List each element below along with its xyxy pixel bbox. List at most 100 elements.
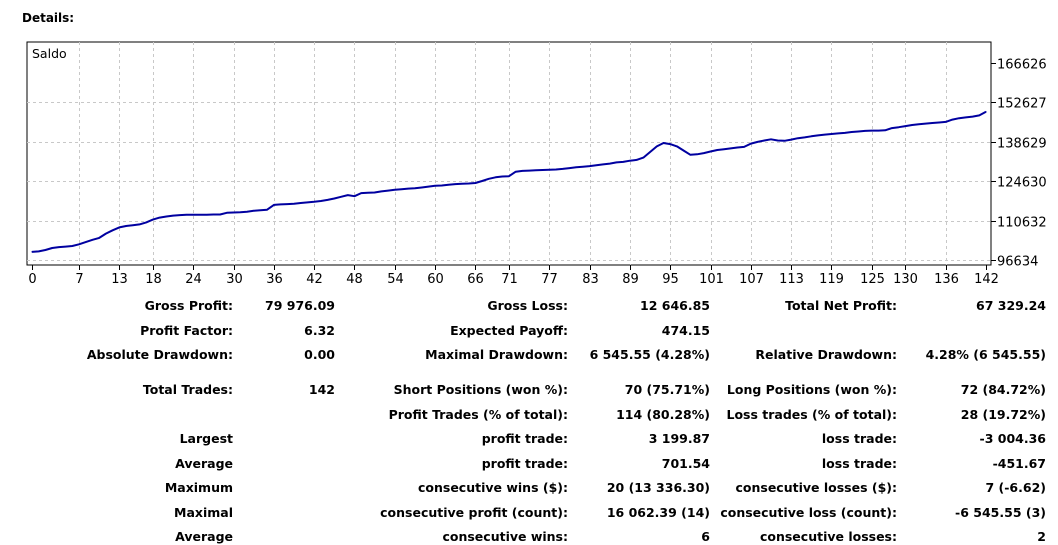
long-positions-label: Long Positions (won %): xyxy=(726,382,897,397)
balance-point xyxy=(38,250,40,252)
x-tick-label: 83 xyxy=(582,272,599,287)
maximal-cons-loss-value: -6 545.55 (3) xyxy=(955,505,1046,520)
balance-point xyxy=(615,161,618,163)
balance-point xyxy=(246,211,248,213)
avg-cons-wins-value: 6 xyxy=(701,529,710,544)
largest-profit-value: 3 199.87 xyxy=(648,431,710,446)
balance-point xyxy=(669,143,671,145)
balance-point xyxy=(280,203,282,205)
x-tick-label: 119 xyxy=(819,272,844,287)
balance-point xyxy=(333,197,335,200)
balance-point xyxy=(125,225,127,227)
balance-point xyxy=(340,196,342,198)
chart-title: Saldo xyxy=(32,46,67,61)
balance-point xyxy=(286,203,288,205)
expected-payoff-value: 474.15 xyxy=(661,323,710,338)
balance-point xyxy=(105,233,107,235)
balance-point xyxy=(535,169,537,171)
balance-point xyxy=(938,121,940,124)
balance-point xyxy=(589,165,591,167)
balance-point xyxy=(837,132,839,134)
balance-point xyxy=(864,130,866,132)
max-cons-wins-value: 20 (13 336.30) xyxy=(606,480,710,495)
balance-point xyxy=(521,170,524,172)
balance-point xyxy=(595,164,597,166)
balance-point xyxy=(380,190,382,192)
profit-trades-label: Profit Trades (% of total): xyxy=(388,407,568,422)
average-loss-label: loss trade: xyxy=(821,456,897,471)
balance-point xyxy=(138,223,141,225)
short-positions-value: 70 (75.71%) xyxy=(624,382,710,397)
balance-point xyxy=(266,209,268,211)
average-profit-label: profit trade: xyxy=(481,456,568,471)
largest-profit-label: profit trade: xyxy=(481,431,568,446)
balance-point xyxy=(454,183,456,185)
balance-point xyxy=(468,182,470,185)
balance-point xyxy=(958,117,960,119)
balance-point xyxy=(488,178,490,180)
balance-point xyxy=(253,210,255,212)
x-tick-label: 66 xyxy=(467,272,484,287)
x-tick-label: 48 xyxy=(346,272,363,287)
balance-point xyxy=(508,175,510,177)
balance-point xyxy=(353,195,356,197)
maximal-drawdown-label: Maximal Drawdown: xyxy=(425,347,568,362)
total-trades-label: Total Trades: xyxy=(142,382,233,397)
chart-frame xyxy=(26,41,992,266)
balance-point xyxy=(293,203,295,205)
balance-point xyxy=(898,126,900,128)
x-tick-label: 95 xyxy=(662,272,679,287)
x-tick-label: 71 xyxy=(501,272,518,287)
balance-point xyxy=(501,175,503,178)
x-tick-label: 42 xyxy=(306,272,323,287)
balance-point xyxy=(985,111,987,113)
x-tick-label: 18 xyxy=(145,272,162,287)
x-tick-label: 136 xyxy=(934,272,959,287)
x-tick-label: 36 xyxy=(266,272,283,287)
balance-point xyxy=(911,124,913,126)
balance-point xyxy=(871,130,873,132)
balance-point xyxy=(44,249,47,251)
balance-point xyxy=(696,153,698,155)
balance-point xyxy=(528,170,530,172)
balance-point xyxy=(757,141,759,143)
x-tick-label: 0 xyxy=(28,272,36,287)
balance-point xyxy=(951,119,954,121)
avg-cons-wins-label: consecutive wins: xyxy=(442,529,568,544)
balance-chart: 0 7 13 18 24 30 36 42 48 54 60 66 71 77 83 89 95 101 107 11… xyxy=(26,41,1047,287)
balance-point xyxy=(945,121,947,123)
balance-point xyxy=(192,214,194,216)
balance-point xyxy=(31,251,33,253)
balance-point xyxy=(844,132,846,134)
balance-point xyxy=(300,202,302,204)
balance-point xyxy=(736,146,739,149)
balance-point xyxy=(972,116,974,118)
balance-point xyxy=(777,139,779,142)
balance-point xyxy=(434,185,436,187)
balance-point xyxy=(145,221,147,223)
balance-point xyxy=(327,199,329,201)
average-cons-label: Average xyxy=(175,529,233,544)
relative-drawdown-value: 4.28% (6 545.55) xyxy=(925,347,1046,362)
balance-point xyxy=(642,157,645,159)
average-loss-value: -451.67 xyxy=(992,456,1046,471)
balance-point xyxy=(750,143,752,145)
balance-point xyxy=(918,123,920,125)
balance-point xyxy=(743,146,745,148)
maximal-cons-profit-label: consecutive profit (count): xyxy=(380,505,568,520)
absolute-drawdown-value: 0.00 xyxy=(304,347,335,362)
balance-point xyxy=(360,192,362,194)
average-profit-value: 701.54 xyxy=(661,456,710,471)
x-tick-label: 130 xyxy=(893,272,918,287)
balance-point xyxy=(830,133,833,135)
gross-profit-value: 79 976.09 xyxy=(265,298,335,313)
largest-loss-label: loss trade: xyxy=(821,431,897,446)
balance-point xyxy=(219,213,221,216)
balance-point xyxy=(904,125,907,127)
x-tick-label: 54 xyxy=(387,272,404,287)
balance-point xyxy=(817,134,819,136)
balance-point xyxy=(461,183,463,185)
balance-point xyxy=(703,152,705,154)
balance-point xyxy=(978,114,980,116)
